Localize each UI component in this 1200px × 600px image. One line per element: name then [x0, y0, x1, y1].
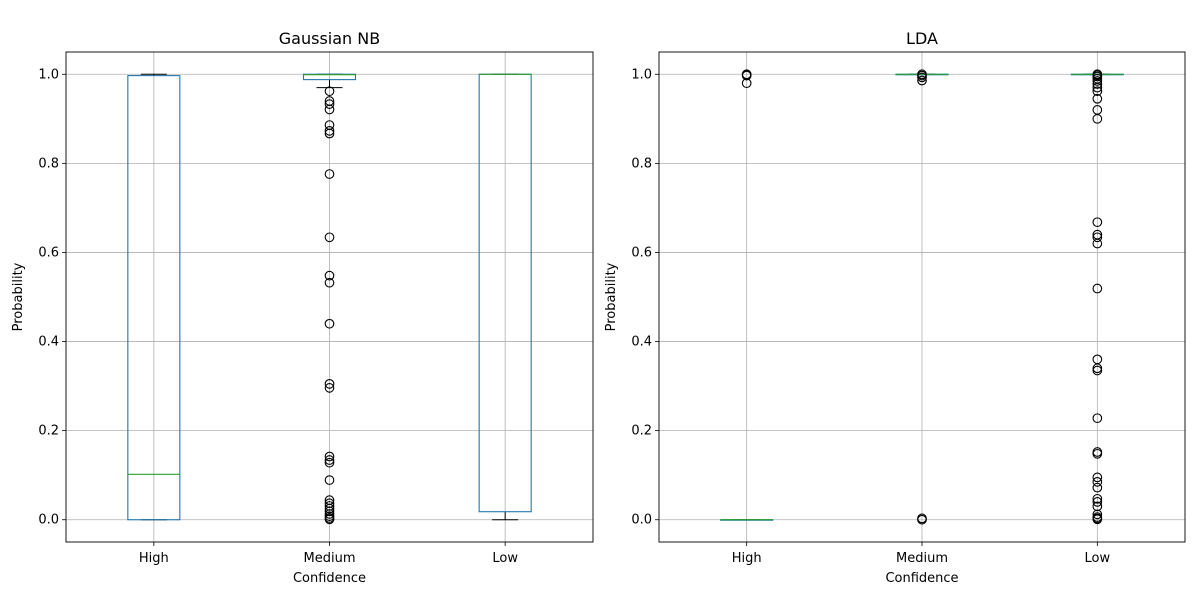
axes-frame — [65, 51, 594, 543]
y-tick-label: 0.8 — [38, 156, 59, 171]
y-axis-label: Probability — [604, 262, 619, 331]
flier-point — [324, 125, 335, 136]
flier-point — [1092, 283, 1103, 294]
y-tick-label: 0.2 — [631, 424, 652, 439]
y-tick-label: 0.6 — [631, 245, 652, 260]
box-medium — [302, 73, 357, 525]
flier-point — [1092, 238, 1103, 249]
flier-point — [917, 75, 927, 86]
flier-point — [324, 99, 335, 109]
iqr-box — [127, 75, 181, 521]
y-tick-label: 0.8 — [631, 156, 652, 171]
flier-point — [324, 475, 335, 485]
flier-point — [917, 72, 927, 83]
flier-point — [1092, 472, 1103, 483]
flier-point — [324, 457, 335, 468]
box-low — [1070, 69, 1124, 525]
flier-point — [1092, 509, 1103, 520]
flier-point — [324, 514, 335, 525]
chart-title: LDA — [906, 29, 938, 48]
flier-point — [741, 78, 752, 89]
flier-point — [1092, 93, 1103, 104]
flier-point — [1092, 79, 1103, 89]
y-tick-label: 0.0 — [38, 513, 59, 528]
flier-point — [1092, 497, 1103, 507]
flier-point — [1092, 514, 1103, 525]
y-tick-label: 0.4 — [38, 335, 59, 350]
flier-point — [324, 451, 335, 462]
flier-point — [1092, 477, 1103, 487]
flier-point — [1092, 365, 1103, 376]
flier-point — [1092, 232, 1103, 243]
y-tick-label: 0.2 — [38, 424, 59, 439]
flier-point — [324, 503, 335, 514]
x-tick-label: Low — [1085, 551, 1111, 566]
flier-point — [324, 501, 335, 511]
y-tick-label: 1.0 — [38, 67, 59, 82]
flier-point — [1092, 482, 1103, 493]
flier-point — [324, 169, 335, 179]
flier-point — [324, 270, 335, 281]
y-tick-label: 0.0 — [631, 513, 652, 528]
box-low — [478, 73, 532, 521]
flier-point — [1092, 76, 1103, 86]
y-tick-label: 0.4 — [631, 335, 652, 350]
x-tick-label: Low — [492, 551, 518, 566]
flier-point — [1092, 217, 1103, 228]
flier-point — [324, 277, 335, 288]
flier-point — [324, 379, 335, 389]
flier-point — [324, 455, 335, 465]
flier-point — [1092, 501, 1103, 512]
chart-lda: 0.0 0.2 0.4 0.6 0.8 1.0 High Medium Low LDA Confid… — [604, 29, 1186, 586]
x-tick-label: Medium — [896, 551, 948, 566]
chart-gaussian-nb: 0.0 0.2 0.4 0.6 0.8 1.0 High Medium Low Gaussian … — [11, 29, 594, 586]
chart-title: Gaussian NB — [279, 29, 380, 48]
flier-point — [324, 506, 335, 517]
y-tick-label: 0.6 — [38, 245, 59, 260]
x-tick-label: Medium — [304, 551, 356, 566]
flier-point — [1092, 493, 1103, 504]
flier-point — [324, 128, 335, 139]
y-tick-label: 1.0 — [631, 67, 652, 82]
box-medium — [895, 69, 949, 525]
x-axis-label: Confidence — [293, 571, 366, 586]
flier-point — [324, 318, 335, 329]
flier-point — [324, 104, 335, 115]
x-tick-label: High — [732, 551, 762, 566]
flier-point — [324, 498, 335, 509]
flier-point — [1092, 82, 1103, 93]
y-axis-label: Probability — [11, 262, 26, 331]
flier-point — [1092, 413, 1103, 424]
flier-point — [324, 86, 335, 97]
x-axis-label: Confidence — [885, 571, 958, 586]
flier-point — [1092, 448, 1103, 459]
flier-point — [324, 232, 335, 243]
flier-point — [917, 514, 927, 525]
box-high — [720, 69, 774, 521]
flier-point — [741, 70, 752, 81]
flier-point — [324, 383, 335, 393]
axes-frame — [658, 51, 1186, 543]
flier-point — [1092, 113, 1103, 124]
x-tick-label: High — [139, 551, 169, 566]
flier-point — [1092, 86, 1103, 97]
box-high — [127, 73, 181, 521]
